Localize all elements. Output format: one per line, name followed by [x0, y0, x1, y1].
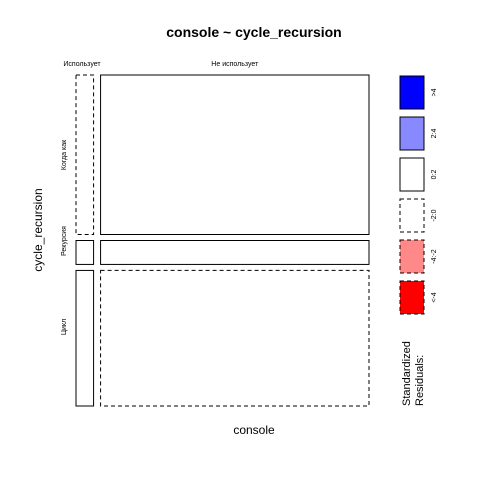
cell-когда-как-использует — [75, 74, 95, 235]
mosaic-cells — [75, 74, 370, 407]
legend-title-line1: Standardized — [401, 341, 413, 406]
column-labels: Использует Не использует — [63, 61, 259, 68]
row-label-когда-как: Когда как — [61, 139, 68, 170]
legend-swatch-3 — [399, 198, 425, 233]
legend-title-line2: Residuals: — [414, 355, 426, 406]
row-labels: Когда как Рекурсия Цикл — [61, 139, 68, 335]
legend-swatch-4 — [399, 239, 425, 274]
legend-swatch-1 — [399, 116, 425, 151]
legend-swatch-5 — [399, 280, 425, 315]
legend-label-4: -4:-2 — [431, 249, 438, 264]
legend-swatch-0 — [399, 75, 425, 110]
row-label-цикл: Цикл — [61, 319, 68, 335]
cell-цикл-использует — [75, 269, 95, 407]
row-label-рекурсия: Рекурсия — [61, 226, 68, 256]
cell-рекурсия-использует — [75, 240, 95, 265]
cell-цикл-не-использует — [100, 269, 370, 407]
cell-рекурсия-не-использует — [100, 240, 370, 265]
legend: >4 2:4 0:2 -2:0 -4:-2 <-4 Standardized Residual… — [399, 75, 438, 406]
legend-label-1: 2:4 — [431, 129, 438, 139]
legend-swatch-2 — [399, 157, 425, 192]
legend-label-3: -2:0 — [431, 209, 438, 221]
column-label-использует: Использует — [63, 61, 101, 68]
legend-label-5: <-4 — [431, 292, 438, 302]
cell-когда-как-не-использует — [100, 74, 370, 235]
y-axis-label: cycle_recursion — [31, 188, 45, 271]
column-label-не-использует: Не использует — [211, 61, 259, 68]
x-axis-label: console — [233, 423, 275, 437]
chart-title: console ~ cycle_recursion — [166, 24, 341, 40]
legend-label-2: 0:2 — [431, 170, 438, 180]
legend-label-0: >4 — [431, 88, 438, 96]
